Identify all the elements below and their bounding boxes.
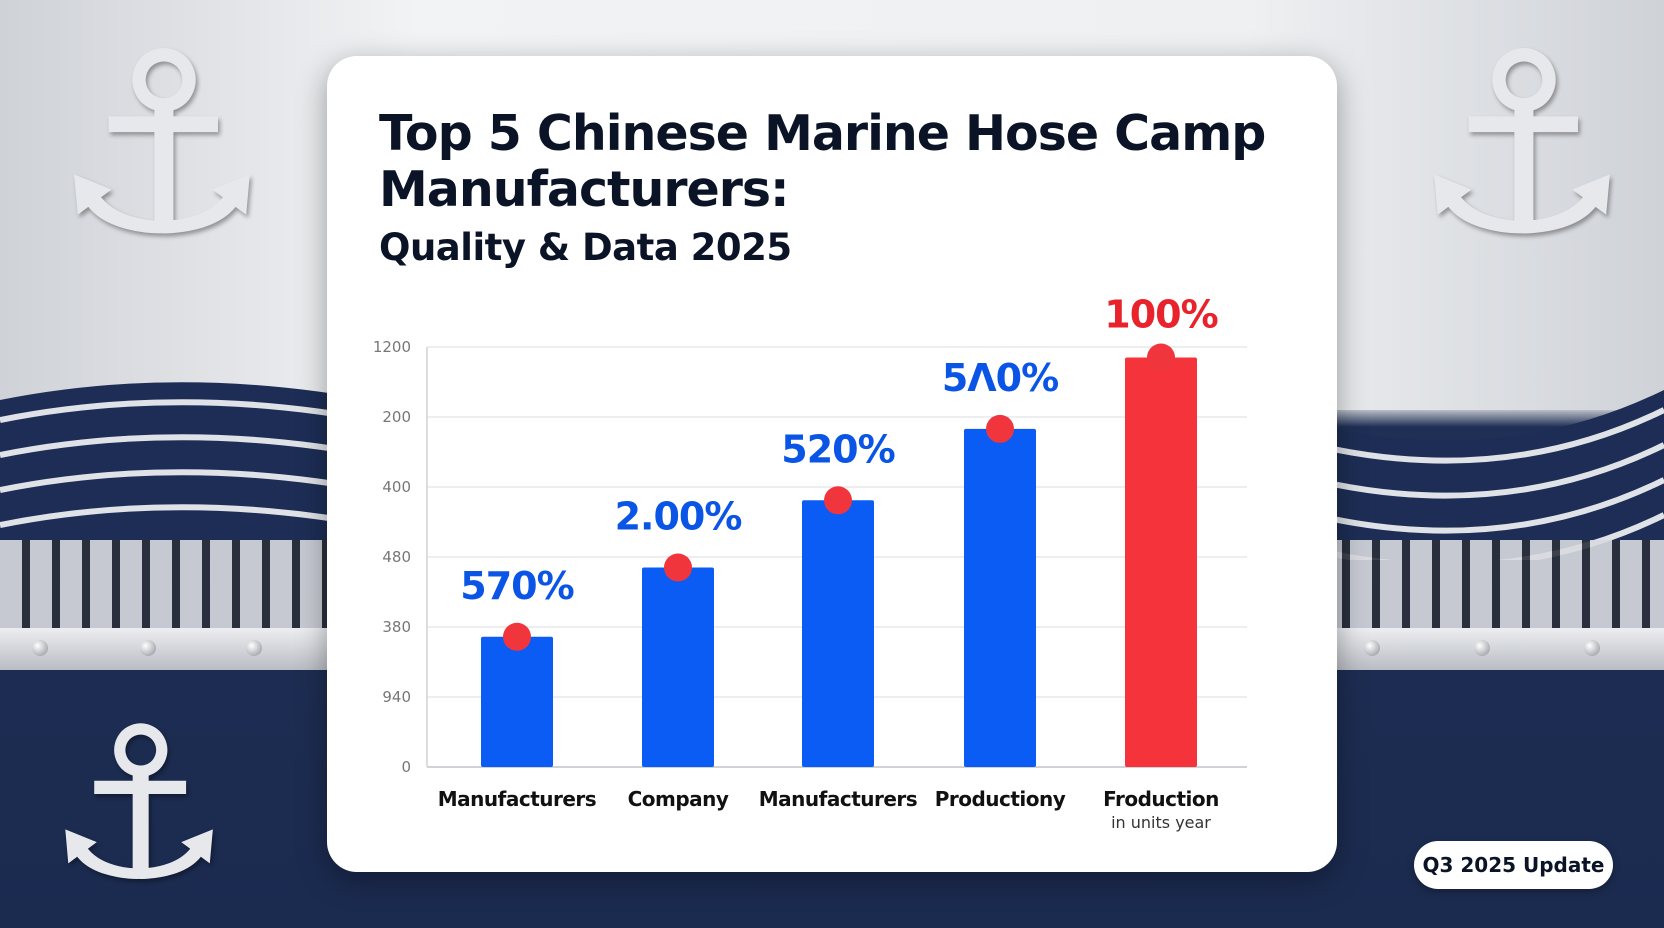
chart-card: Top 5 Chinese Marine Hose Camp Manufactu… <box>327 56 1337 872</box>
data-label: 570% <box>460 564 573 608</box>
y-tick-label: 940 <box>382 688 411 706</box>
bolt-icon <box>1364 640 1380 656</box>
bar <box>481 636 553 767</box>
bar <box>1125 357 1197 767</box>
y-tick-label: 0 <box>401 758 411 776</box>
y-tick-label: 400 <box>382 478 411 496</box>
x-tick-label: Manufacturers <box>759 787 917 811</box>
data-label: 520% <box>781 427 894 471</box>
update-badge: Q3 2025 Update <box>1414 841 1613 889</box>
bolt-icon <box>32 640 48 656</box>
anchor-icon: ⚓ <box>1410 0 1635 290</box>
bar-marker <box>503 622 531 651</box>
y-tick-label: 480 <box>382 548 411 566</box>
x-tick-label: Company <box>628 787 729 811</box>
bar <box>802 500 874 767</box>
bar-chart: 1200 200 400 480 380 940 0 570% Manufacturers 2.0… <box>373 293 1247 832</box>
data-label: 100% <box>1104 293 1217 337</box>
bolt-icon <box>1584 640 1600 656</box>
anchor-icon: ⚓ <box>45 682 234 927</box>
bar <box>642 567 714 767</box>
data-label: 2.00% <box>615 495 742 539</box>
x-tick-label: Froduction <box>1103 787 1219 811</box>
x-tick-label: Manufacturers <box>438 787 596 811</box>
title-line-1: Top 5 Chinese Marine Hose Camp <box>379 105 1266 162</box>
bar-marker <box>664 553 692 582</box>
bar-marker <box>1147 343 1175 372</box>
chart-title: Top 5 Chinese Marine Hose Camp Manufactu… <box>379 105 1266 218</box>
title-line-2: Manufacturers: <box>379 161 790 218</box>
bolt-icon <box>246 640 262 656</box>
bar <box>964 428 1036 767</box>
y-tick-label: 380 <box>382 618 411 636</box>
bolt-icon <box>1474 640 1490 656</box>
data-label: 5Λ0% <box>942 356 1058 400</box>
y-tick-label: 200 <box>382 408 411 426</box>
x-tick-sublabel: in units year <box>1111 813 1211 832</box>
y-tick-label: 1200 <box>373 338 411 356</box>
anchor-icon: ⚓ <box>50 0 275 290</box>
bar-marker <box>986 414 1014 443</box>
x-tick-label: Productiony <box>935 787 1066 811</box>
bar-marker <box>824 486 852 515</box>
bolt-icon <box>140 640 156 656</box>
chart-subtitle: Quality & Data 2025 <box>379 226 792 269</box>
